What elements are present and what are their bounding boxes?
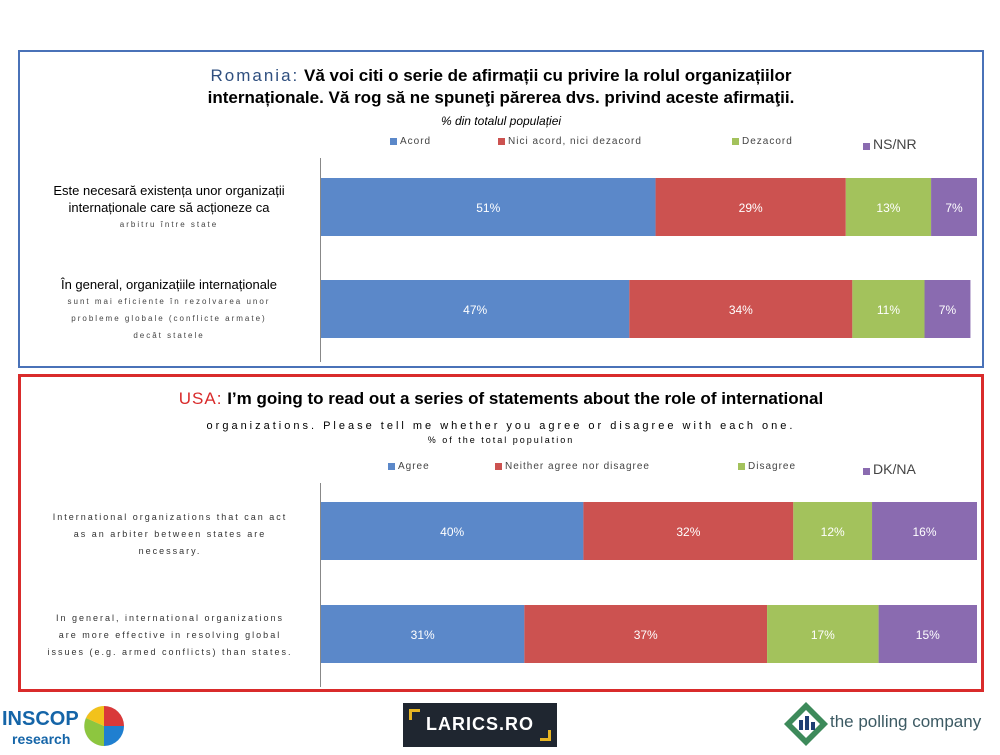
- romania-bar-1-dk-na-label: 7%: [945, 201, 963, 215]
- legend-item-disagree: Disagree: [738, 461, 796, 472]
- usa-panel: USA: I’m going to read out a series of s…: [18, 374, 984, 692]
- legend-item-ns-nr: NS/NR: [863, 136, 917, 152]
- romania-bar-2-neither-label: 34%: [729, 303, 753, 317]
- romania-category-label-2: În general, organizațiile internaționale…: [60, 277, 278, 340]
- romania-axis-line: [320, 158, 321, 362]
- inscop-logo-graphic: INSCOP research: [2, 706, 124, 747]
- polling-company-mark: [784, 702, 828, 746]
- usa-title-line2: organizations. Please tell me whether yo…: [206, 420, 796, 432]
- legend-item-dezacord: Dezacord: [732, 136, 793, 147]
- romania-bar-2-dk-na-label: 7%: [939, 303, 957, 317]
- romania-country-label: Romania:: [210, 66, 300, 85]
- romania-bar-2-dk-na: [924, 280, 971, 338]
- usa-bar-1-neither-label: 32%: [676, 525, 700, 539]
- romania-title-line2: internaționale. Vă rog să ne spuneţi păr…: [207, 88, 795, 107]
- usa-legend: Agree Neither agree nor disagree Disagre…: [21, 461, 981, 477]
- romania-panel: Romania: Vă voi citi o serie de afirmați…: [18, 50, 984, 368]
- usa-bar-2-neither-label: 37%: [634, 628, 658, 642]
- romania-bar-2-disagree-label: 11%: [877, 303, 900, 317]
- romania-bar-1-disagree: [845, 178, 932, 236]
- romania-bar-1-neither-label: 29%: [739, 201, 763, 215]
- romania-subtitle: % din totalul populației: [440, 114, 562, 128]
- romania-bar-chart: 51% 29% 13% 7% 47% 34% 11% 7%: [321, 178, 977, 338]
- romania-title-line1: Vă voi citi o serie de afirmații cu priv…: [304, 66, 792, 85]
- romania-bar-1-dk-na: [931, 178, 977, 236]
- usa-bar-1-agree-label: 40%: [440, 525, 464, 539]
- svg-text:research: research: [12, 731, 70, 747]
- polling-company-logo: the polling company: [782, 700, 1000, 750]
- larics-logo: LARICS.RO: [403, 703, 557, 747]
- inscop-logo: INSCOP research: [0, 700, 128, 750]
- usa-bar-2-dk-na: [878, 605, 977, 663]
- usa-title-line1: I’m going to read out a series of statem…: [227, 389, 824, 408]
- usa-bar-1-dk-na-label: 16%: [913, 525, 937, 539]
- legend-item-neither: Neither agree nor disagree: [495, 461, 650, 472]
- usa-bar-1-neither: [583, 502, 794, 560]
- romania-title: Romania: Vă voi citi o serie de afirmați…: [20, 66, 982, 86]
- usa-category-label-1: International organizations that can act…: [52, 512, 288, 556]
- usa-title: USA: I’m going to read out a series of s…: [21, 389, 981, 409]
- romania-bar-1-agree: [321, 178, 656, 236]
- usa-bar-2-agree: [321, 605, 525, 663]
- usa-subtitle: % of the total population: [427, 435, 575, 445]
- romania-bar-2-disagree: [852, 280, 925, 338]
- romania-bar-1-disagree-label: 13%: [876, 201, 900, 215]
- romania-bar-2-neither: [629, 280, 853, 338]
- romania-bar-1-agree-label: 51%: [476, 201, 500, 215]
- usa-bar-2-agree-label: 31%: [411, 628, 435, 642]
- usa-axis-line: [320, 483, 321, 687]
- usa-country-label: USA:: [178, 389, 223, 408]
- usa-bar-1-dk-na: [872, 502, 977, 560]
- legend-item-acord: Acord: [390, 136, 431, 147]
- romania-bar-2-agree-label: 47%: [463, 303, 487, 317]
- romania-bar-2-agree: [321, 280, 630, 338]
- usa-bar-2-dk-na-label: 15%: [916, 628, 940, 642]
- usa-bar-2-disagree: [767, 605, 879, 663]
- usa-category-label-2: In general, international organizations …: [47, 613, 293, 657]
- usa-bar-1-disagree-label: 12%: [821, 525, 845, 539]
- svg-text:INSCOP: INSCOP: [2, 708, 79, 730]
- legend-item-dk-na: DK/NA: [863, 461, 916, 477]
- romania-legend: Acord Nici acord, nici dezacord Dezacord…: [20, 136, 982, 152]
- romania-category-label-1: Este necesară existența unor organizații…: [53, 183, 285, 229]
- larics-logo-text: LARICS.RO: [426, 714, 534, 734]
- usa-bar-1-agree: [321, 502, 584, 560]
- usa-bar-2-disagree-label: 17%: [811, 628, 835, 642]
- polling-company-text: the polling company: [830, 712, 982, 731]
- usa-bar-chart: 40% 32% 12% 16% 31% 37% 17% 15%: [321, 502, 977, 663]
- legend-item-nici-acord: Nici acord, nici dezacord: [498, 136, 642, 147]
- usa-bar-2-neither: [524, 605, 768, 663]
- usa-bar-1-disagree: [793, 502, 873, 560]
- romania-bar-1-neither: [655, 178, 846, 236]
- legend-item-agree: Agree: [388, 461, 430, 472]
